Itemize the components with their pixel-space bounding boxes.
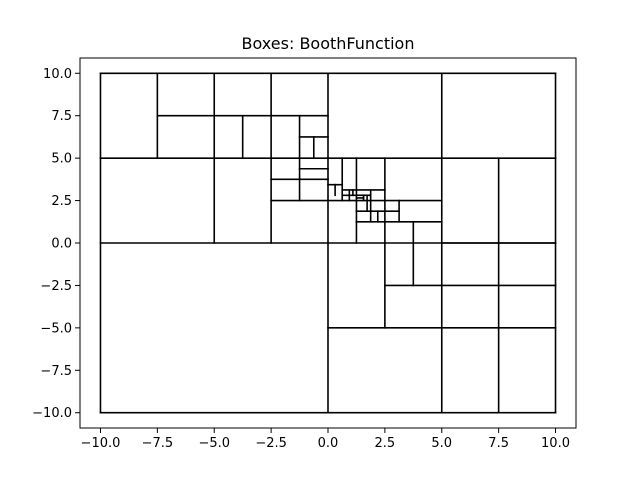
- x-tick-label: 2.5: [375, 436, 396, 451]
- x-tick-label: 10.0: [541, 436, 570, 451]
- x-axis: −10.0 −7.5 −5.0 −2.5 0.0 2.5 5.0 7.5 10.0: [81, 428, 570, 451]
- chart-title: Boxes: BoothFunction: [242, 34, 415, 53]
- y-tick-label: −7.5: [40, 364, 72, 379]
- x-tick-label: 7.5: [488, 436, 509, 451]
- y-tick-label: −5.0: [40, 321, 72, 336]
- x-tick-label: −7.5: [142, 436, 174, 451]
- y-tick-label: 2.5: [51, 194, 72, 209]
- x-tick-label: −2.5: [255, 436, 287, 451]
- y-tick-label: 5.0: [51, 152, 72, 167]
- x-tick-label: 5.0: [431, 436, 452, 451]
- y-tick-label: −10.0: [32, 406, 72, 421]
- y-tick-label: 0.0: [51, 237, 72, 252]
- y-tick-label: 10.0: [43, 67, 72, 82]
- x-tick-label: −5.0: [198, 436, 230, 451]
- x-tick-label: 0.0: [318, 436, 339, 451]
- x-tick-label: −10.0: [81, 436, 121, 451]
- y-axis: −10.0 −7.5 −5.0 −2.5 0.0 2.5 5.0 7.5 10.0: [32, 67, 80, 421]
- boxes-layer: [99, 72, 557, 414]
- y-tick-label: −2.5: [40, 279, 72, 294]
- y-tick-label: 7.5: [51, 109, 72, 124]
